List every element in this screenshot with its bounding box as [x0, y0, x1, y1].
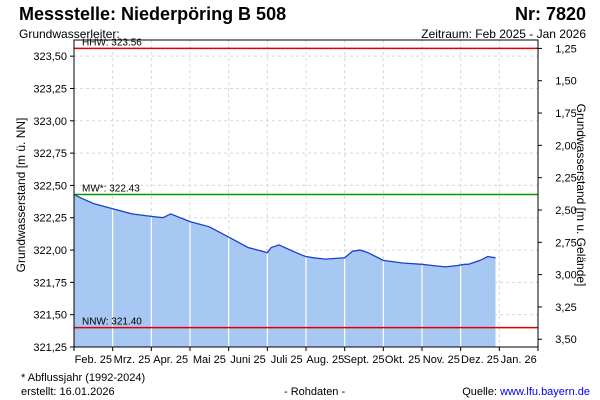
station-number: Nr: 7820	[514, 4, 586, 24]
y-tick-label: 321,50	[33, 310, 67, 322]
footnote: * Abflussjahr (1992-2024)	[21, 372, 146, 384]
x-tick-label: Mai 25	[193, 354, 226, 366]
y-tick-label: 321,75	[33, 277, 67, 289]
station-title: Messstelle: Niederpöring B 508	[19, 4, 287, 24]
y-tick-label: 322,75	[33, 148, 67, 160]
y-right-tick-label: 1,25	[555, 43, 576, 55]
x-tick-label: Feb. 25	[75, 354, 112, 366]
x-tick-label: Aug. 25	[306, 354, 344, 366]
y-right-tick-label: 1,50	[555, 76, 576, 88]
x-tick-label: Juni 25	[230, 354, 265, 366]
aquifer-label: Grundwasserleiter:	[19, 27, 120, 41]
ref-label-hhw: HHW: 323.56	[82, 37, 142, 48]
y-tick-label: 321,25	[33, 342, 67, 354]
y-tick-label: 323,50	[33, 51, 67, 63]
y-right-tick-label: 3,00	[555, 270, 576, 282]
y-right-tick-label: 1,75	[555, 108, 576, 120]
y-right-tick-label: 2,50	[555, 205, 576, 217]
y-right-tick-label: 2,75	[555, 237, 576, 249]
created-date: erstellt: 16.01.2026	[21, 386, 115, 398]
y-tick-label: 322,50	[33, 180, 67, 192]
x-axis: Feb. 25 Mrz. 25 Apr. 25 Mai 25 Juni 25 Juli 2…	[73, 347, 539, 366]
source: Quelle: www.lfu.bayern.de	[462, 386, 590, 398]
ref-label-mw: MW*: 322.43	[82, 183, 140, 194]
y-tick-label: 322,00	[33, 245, 67, 257]
y-right-tick-label: 3,25	[555, 302, 576, 314]
ref-label-nnw: NNW: 321.40	[82, 317, 142, 328]
raw-data-label: - Rohdaten -	[284, 386, 346, 398]
month-separators	[112, 209, 462, 347]
x-tick-label: Juli 25	[271, 354, 303, 366]
source-label: Quelle:	[462, 386, 501, 398]
x-tick-label: Okt. 25	[385, 354, 420, 366]
y-tick-label: 323,00	[33, 116, 67, 128]
y-axis-left: 323,50 323,25 323,00 322,75 322,50 322,25 322,…	[33, 51, 74, 354]
y-right-tick-label: 2,25	[555, 173, 576, 185]
x-tick-label: Mrz. 25	[114, 354, 151, 366]
period-label: Zeitraum: Feb 2025 - Jan 2026	[421, 27, 586, 41]
y-right-tick-label: 3,50	[555, 334, 576, 346]
y-axis-label-right: Grundwasserstand [m u. Gelände]	[574, 104, 588, 287]
y-tick-label: 323,25	[33, 83, 67, 95]
y-axis-label-left: Grundwasserstand [m ü. NN]	[14, 118, 28, 273]
x-tick-label: Jan. 26	[501, 354, 537, 366]
x-tick-label: Sept. 25	[344, 354, 385, 366]
x-tick-label: Dez. 25	[461, 354, 499, 366]
x-tick-label: Nov. 25	[423, 354, 460, 366]
groundwater-area	[74, 194, 496, 347]
groundwater-line	[73, 193, 496, 268]
x-tick-label: Apr. 25	[153, 354, 188, 366]
source-link[interactable]: www.lfu.bayern.de	[500, 386, 590, 398]
y-axis-right: 1,25 1,50 1,75 2,00 2,25 2,50 2,75 3,00 3,25 3,50	[538, 43, 577, 346]
y-tick-label: 322,25	[33, 213, 67, 225]
reference-lines: HHW: 323.56 MW*: 322.43 NNW: 321.40	[74, 37, 538, 329]
y-right-tick-label: 2,00	[555, 140, 576, 152]
